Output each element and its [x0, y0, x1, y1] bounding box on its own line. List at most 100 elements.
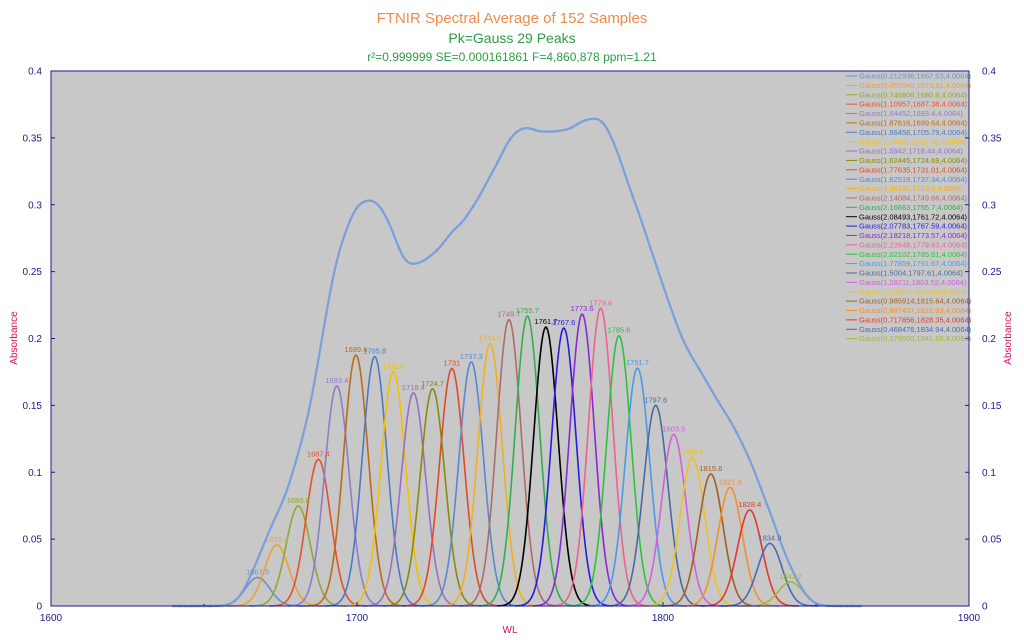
legend-entry-1: Gauss(0.212936,1667.53,4.0064)	[859, 72, 972, 81]
peak-label-6: 1699.6	[344, 345, 367, 354]
legend-entry-22: Gauss(1.5004,1797.61,4.0064)	[859, 269, 963, 278]
data-point-61	[539, 130, 542, 133]
peak-label-25: 1815.6	[699, 464, 722, 473]
data-point-28	[337, 252, 340, 256]
data-point-46	[447, 234, 450, 238]
y-axis-label-right: Absorbance	[1003, 311, 1014, 365]
legend-entry-21: Gauss(1.77859,1791.67,4.0064)	[859, 259, 968, 268]
data-point-106	[814, 601, 818, 605]
peak-curve-6	[306, 354, 405, 607]
peak-label-8: 1711.9	[382, 362, 404, 371]
peak-label-11: 1731	[444, 359, 461, 368]
data-point-77	[637, 211, 640, 214]
peak-curve-11	[402, 367, 501, 607]
legend-entry-28: Gauss(0.468476,1834.94,4.0064)	[859, 325, 972, 334]
legend-entry-11: Gauss(1.77635,1731.01,4.0064)	[859, 165, 968, 174]
data-point-90	[716, 400, 720, 403]
peak-label-7: 1705.8	[363, 347, 386, 356]
data-point-30	[349, 217, 353, 221]
y-tick-label-right-8: 0.35	[982, 133, 1002, 144]
data-point-33	[368, 199, 371, 202]
data-point-69	[588, 117, 591, 121]
data-point-89	[710, 389, 714, 393]
legend-entry-14: Gauss(2.14084,1749.66,4.0064)	[859, 194, 968, 203]
data-point-74	[618, 158, 622, 162]
data-point-98	[765, 503, 769, 506]
legend-entry-24: Gauss(1.10999,1809.63,4.0064)	[859, 287, 968, 296]
peak-label-29: 1841.7	[779, 572, 802, 581]
data-point-83	[674, 318, 677, 322]
peak-label-2: 1673.8	[265, 535, 288, 544]
peak-curve-22	[606, 404, 705, 607]
plot-area	[51, 71, 969, 606]
legend-entry-6: Gauss(1.87616,1699.64,4.0064)	[859, 119, 968, 128]
data-point-25	[319, 347, 322, 350]
data-point-45	[441, 242, 444, 245]
data-point-97	[759, 487, 763, 490]
data-point-21	[294, 460, 297, 463]
peak-curve-14	[459, 318, 558, 607]
peak-label-3: 1680.8	[287, 496, 310, 505]
peak-labels-layer: 1667.5 1673.8 1680.8 1687.4 1693.4 1699.61705…	[246, 298, 802, 581]
peak-curve-18	[533, 313, 632, 607]
data-point-50	[472, 204, 475, 208]
data-point-14	[251, 569, 255, 572]
y-tick-label-left-7: 0.3	[28, 200, 42, 211]
data-point-75	[625, 176, 628, 180]
peak-curve-7	[325, 355, 424, 607]
y-tick-label-right-3: 0.1	[982, 468, 996, 479]
data-point-94	[741, 443, 744, 446]
peak-label-10: 1724.7	[421, 379, 444, 388]
y-tick-label-left-5: 0.2	[28, 334, 42, 345]
data-point-95	[747, 456, 750, 459]
data-point-34	[374, 201, 377, 204]
peak-curve-2	[227, 544, 326, 607]
data-point-58	[521, 127, 524, 131]
data-point-24	[312, 382, 316, 385]
peak-label-28: 1834.9	[758, 533, 781, 542]
data-point-86	[692, 358, 695, 361]
data-point-32	[361, 200, 365, 204]
x-tick-label-3: 1800	[652, 613, 675, 624]
y-tick-label-left-8: 0.35	[23, 133, 43, 144]
data-point-15	[257, 554, 261, 557]
composite-data-line	[173, 117, 862, 608]
y-tick-label-right-7: 0.3	[982, 200, 996, 211]
data-point-37	[392, 233, 395, 236]
peak-label-12: 1737.3	[460, 352, 483, 361]
data-point-96	[753, 471, 756, 474]
data-point-103	[796, 579, 799, 582]
data-point-91	[723, 409, 726, 413]
x-tick-label-2: 1700	[346, 613, 369, 624]
peak-curve-10	[383, 387, 482, 607]
data-point-72	[606, 129, 610, 132]
peak-curve-15	[478, 315, 577, 607]
peak-label-1: 1667.5	[246, 568, 269, 577]
data-point-105	[808, 597, 812, 600]
legend-entry-16: Gauss(2.08493,1761.72,4.0064)	[859, 212, 968, 221]
peak-curve-19	[551, 307, 650, 607]
data-point-51	[478, 194, 481, 198]
peak-curve-16	[496, 326, 595, 607]
legend-entry-23: Gauss(1.28211,1803.52,4.0064)	[859, 278, 967, 287]
peak-curve-26	[681, 486, 780, 607]
legend-entry-8: Gauss(1.75085,1711.88,4.0064)	[859, 137, 967, 146]
legend-entry-18: Gauss(2.18218,1773.57,4.0064)	[859, 231, 968, 240]
data-point-43	[429, 254, 432, 258]
chart-title: FTNIR Spectral Average of 152 Samples	[377, 10, 648, 27]
data-point-42	[423, 258, 426, 262]
data-point-66	[570, 126, 573, 129]
data-point-67	[576, 123, 579, 126]
data-point-35	[380, 208, 383, 211]
peaks-layer	[208, 307, 840, 607]
legend-entry-4: Gauss(1.10957,1687.38,4.0064)	[859, 100, 968, 109]
peak-curve-5	[287, 385, 386, 607]
peak-curve-23	[624, 433, 723, 607]
data-point-107	[820, 603, 824, 607]
data-point-17	[270, 525, 273, 528]
y-tick-label-right-5: 0.2	[982, 334, 996, 345]
peak-label-5: 1693.4	[325, 376, 348, 385]
data-point-36	[386, 219, 389, 222]
peak-label-15: 1755.7	[516, 306, 539, 315]
